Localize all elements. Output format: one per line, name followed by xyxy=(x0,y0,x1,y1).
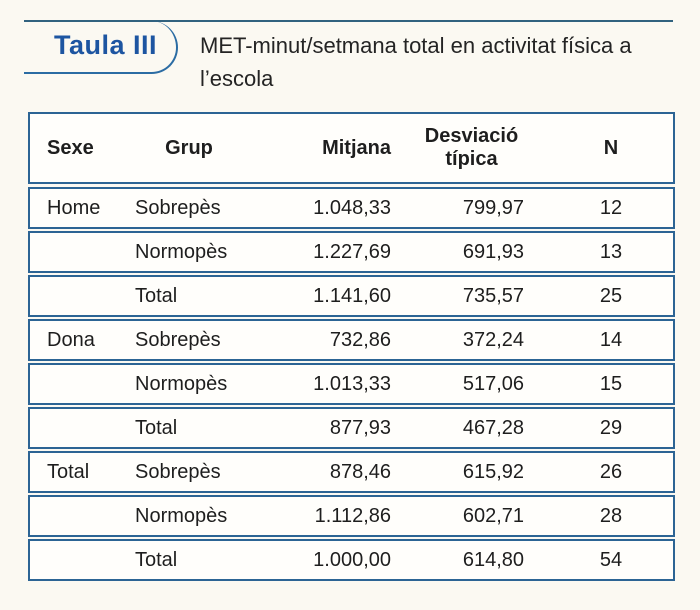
cell-sexe: Total xyxy=(47,460,90,483)
table-caption-line-2: l’escola xyxy=(200,66,274,91)
table-number-label: Taula III xyxy=(54,30,158,60)
cell-mitjana: 877,93 xyxy=(329,416,391,439)
cell-mitjana: 1.227,69 xyxy=(313,240,391,263)
table-row: Total 877,93 467,28 29 xyxy=(28,407,675,449)
cell-desviacio: 372,24 xyxy=(462,328,524,351)
cell-mitjana: 732,86 xyxy=(329,328,391,351)
cell-n: 13 xyxy=(599,240,623,263)
cell-n: 25 xyxy=(599,284,623,307)
data-table: Sexe Grup Mitjana Desviació típica N Hom… xyxy=(28,112,675,583)
cell-grup: Normopès xyxy=(135,504,228,527)
table-row: Normopès 1.227,69 691,93 13 xyxy=(28,231,675,273)
cell-sexe: Dona xyxy=(47,328,95,351)
cell-desviacio: 614,80 xyxy=(462,548,524,571)
cell-grup: Normopès xyxy=(135,372,228,395)
cell-mitjana: 1.000,00 xyxy=(313,548,391,571)
cell-mitjana: 878,46 xyxy=(329,460,391,483)
cell-desviacio: 467,28 xyxy=(462,416,524,439)
cell-desviacio: 691,93 xyxy=(462,240,524,263)
table-row: Normopès 1.013,33 517,06 15 xyxy=(28,363,675,405)
cell-sexe: Home xyxy=(47,196,101,219)
table-row: Total Sobrepès 878,46 615,92 26 xyxy=(28,451,675,493)
table-row: Total 1.141,60 735,57 25 xyxy=(28,275,675,317)
cell-mitjana: 1.141,60 xyxy=(313,284,391,307)
cell-desviacio: 735,57 xyxy=(462,284,524,307)
cell-desviacio: 517,06 xyxy=(462,372,524,395)
table-row: Normopès 1.112,86 602,71 28 xyxy=(28,495,675,537)
table-header-row: Sexe Grup Mitjana Desviació típica N xyxy=(28,112,675,184)
cell-desviacio: 615,92 xyxy=(462,460,524,483)
cell-n: 29 xyxy=(599,416,623,439)
cell-n: 14 xyxy=(599,328,623,351)
cell-mitjana: 1.112,86 xyxy=(314,504,391,527)
table-number-tab: Taula III xyxy=(24,21,178,74)
cell-mitjana: 1.013,33 xyxy=(313,372,391,395)
cell-n: 15 xyxy=(599,372,623,395)
table-caption-line-1: MET-minut/setmana total en activitat fís… xyxy=(200,33,632,58)
table-caption: MET-minut/setmana total en activitat fís… xyxy=(200,29,680,95)
top-horizontal-rule xyxy=(24,20,673,22)
col-header-n: N xyxy=(603,136,619,159)
table-row: Home Sobrepès 1.048,33 799,97 12 xyxy=(28,187,675,229)
col-header-desviacio-text: Desviació típica xyxy=(424,125,519,170)
col-header-desviacio: Desviació típica xyxy=(391,125,524,171)
cell-n: 26 xyxy=(599,460,623,483)
cell-n: 54 xyxy=(599,548,623,571)
cell-grup: Total xyxy=(135,548,178,571)
col-header-sexe: Sexe xyxy=(47,136,94,159)
cell-grup: Normopès xyxy=(135,240,228,263)
cell-grup: Sobrepès xyxy=(135,196,221,219)
cell-desviacio: 799,97 xyxy=(462,196,524,219)
cell-n: 28 xyxy=(599,504,623,527)
col-header-mitjana: Mitjana xyxy=(322,136,391,159)
cell-grup: Total xyxy=(135,284,178,307)
table-row: Total 1.000,00 614,80 54 xyxy=(28,539,675,581)
cell-n: 12 xyxy=(599,196,623,219)
cell-grup: Sobrepès xyxy=(135,328,221,351)
cell-desviacio: 602,71 xyxy=(462,504,524,527)
cell-grup: Sobrepès xyxy=(135,460,221,483)
cell-grup: Total xyxy=(135,416,178,439)
col-header-grup: Grup xyxy=(165,136,213,159)
table-row: Dona Sobrepès 732,86 372,24 14 xyxy=(28,319,675,361)
cell-mitjana: 1.048,33 xyxy=(313,196,391,219)
